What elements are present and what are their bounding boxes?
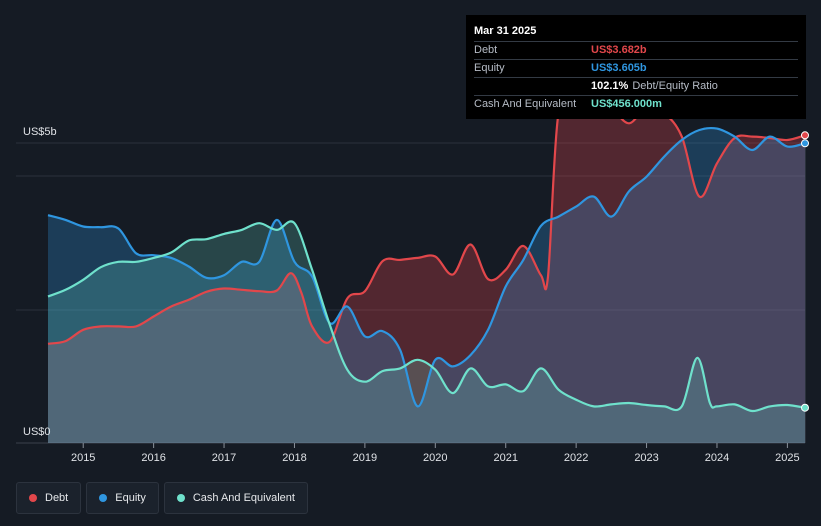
equity-dot-icon xyxy=(99,494,108,502)
cash-dot-icon xyxy=(176,494,185,502)
debt-area xyxy=(48,99,805,443)
series-areas xyxy=(48,99,805,443)
legend-item-equity[interactable]: Equity xyxy=(86,482,159,514)
x-tick-label: 2017 xyxy=(212,452,236,464)
tooltip-row-debt: Debt US$3.682b xyxy=(474,42,798,60)
tooltip-row-cash: Cash And Equivalent US$456.000m xyxy=(474,96,798,113)
legend-cash-label: Cash And Equivalent xyxy=(192,492,295,504)
x-tick-label: 2021 xyxy=(493,452,517,464)
end-markers xyxy=(801,131,809,412)
equity-line xyxy=(47,126,806,408)
series-lines xyxy=(47,98,806,413)
x-tick-label: 2016 xyxy=(141,452,165,464)
tooltip-cash-label: Cash And Equivalent xyxy=(474,98,577,110)
tooltip-equity-label: Equity xyxy=(474,62,505,74)
equity-area xyxy=(48,128,805,443)
plot-edge xyxy=(805,143,806,443)
tooltip-cash-value: US$456.000m xyxy=(591,98,662,110)
legend: Debt Equity Cash And Equivalent xyxy=(16,482,308,514)
x-tick-label: 2020 xyxy=(423,452,447,464)
x-tick-label: 2015 xyxy=(71,452,95,464)
legend-item-debt[interactable]: Debt xyxy=(16,482,82,514)
x-tick-label: 2025 xyxy=(775,452,799,464)
debt-line xyxy=(47,98,806,345)
cash-and-equivalent-line xyxy=(47,220,806,413)
tooltip-panel: Mar 31 2025 Debt US$3.682b Equity US$3.6… xyxy=(466,15,806,119)
x-tick-label: 2024 xyxy=(705,452,729,464)
tooltip-row-equity: Equity US$3.605b xyxy=(474,60,798,78)
y-axis-top-label: US$5b xyxy=(23,126,57,138)
cash-and-equivalent-end-marker xyxy=(801,403,809,412)
x-tick-label: 2022 xyxy=(564,452,588,464)
debt-end-marker xyxy=(801,131,809,140)
y-axis-bottom-label: US$0 xyxy=(23,426,51,438)
x-tick-label: 2023 xyxy=(634,452,658,464)
tooltip-row-ratio: 102.1% Debt/Equity Ratio xyxy=(474,78,798,96)
tooltip-date: Mar 31 2025 xyxy=(474,23,798,42)
legend-debt-label: Debt xyxy=(45,492,69,504)
legend-equity-label: Equity xyxy=(115,492,146,504)
debt-dot-icon xyxy=(29,494,37,502)
x-axis: 2015 2016 2017 2018 2019 2020 2021 2022 2023 2024… xyxy=(71,443,800,464)
x-tick-label: 2019 xyxy=(353,452,377,464)
equity-end-marker xyxy=(801,139,809,148)
x-tick-label: 2018 xyxy=(282,452,306,464)
tooltip-ratio-value: 102.1% xyxy=(591,80,629,92)
tooltip-ratio-label: Debt/Equity Ratio xyxy=(632,80,718,92)
legend-item-cash[interactable]: Cash And Equivalent xyxy=(163,482,308,514)
tooltip-debt-label: Debt xyxy=(474,44,498,56)
cash-and-equivalent-area xyxy=(48,221,805,443)
tooltip-equity-value: US$3.605b xyxy=(591,62,647,74)
grid-lines xyxy=(16,142,806,444)
tooltip-debt-value: US$3.682b xyxy=(591,44,647,56)
